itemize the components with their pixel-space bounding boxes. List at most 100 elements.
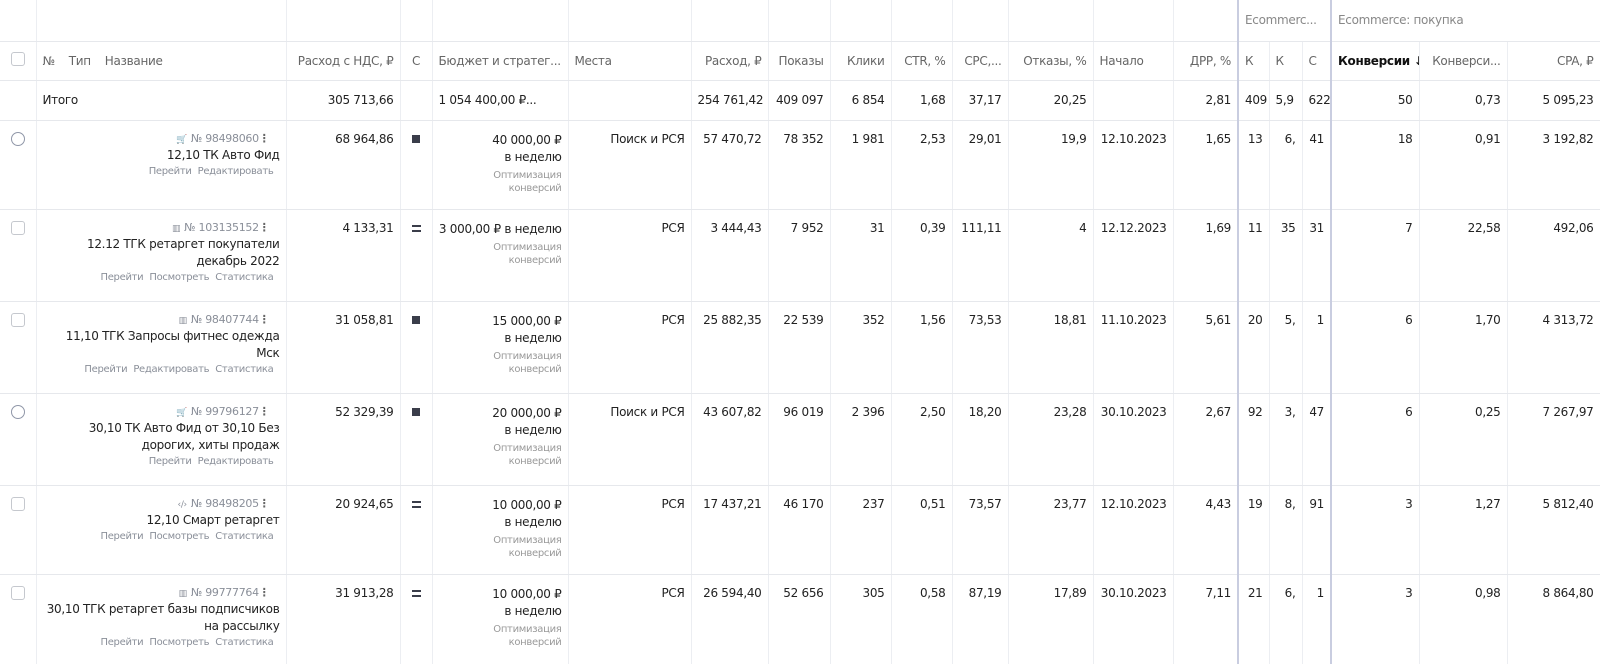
c-cell: 41 bbox=[1302, 120, 1332, 210]
menu[interactable]: ⋮ bbox=[258, 312, 270, 326]
conv_rate-cell: 0,91 bbox=[1419, 120, 1508, 210]
link[interactable]: Редактировать bbox=[197, 165, 274, 177]
column-header[interactable]: Начало bbox=[1099, 53, 1144, 68]
type-icon: ▥ bbox=[171, 223, 181, 234]
column-header[interactable]: С bbox=[411, 53, 421, 68]
ctr: 1,56 bbox=[919, 312, 946, 327]
c-cell: 91 bbox=[1302, 485, 1332, 575]
k1-cell: 11 bbox=[1237, 209, 1270, 302]
group-header: Ecommerc... bbox=[1245, 13, 1317, 28]
clicks-cell: 31 bbox=[830, 209, 892, 302]
link[interactable]: Статистика bbox=[215, 530, 274, 542]
cpc: 18,20 bbox=[968, 404, 1002, 419]
status-cell bbox=[400, 574, 433, 664]
c-cell: 1 bbox=[1302, 301, 1332, 394]
clicks-cell: 237 bbox=[830, 485, 892, 575]
conversions-cell: 18 bbox=[1330, 120, 1420, 210]
k1-cell: 20 bbox=[1237, 301, 1270, 394]
column-header[interactable]: Название bbox=[104, 53, 163, 68]
menu[interactable]: ⋮ bbox=[258, 585, 270, 599]
k2-cell: 5,9 bbox=[1269, 80, 1303, 121]
link[interactable]: Перейти bbox=[100, 530, 144, 542]
column-header[interactable]: К bbox=[1275, 53, 1285, 68]
link[interactable]: Редактировать bbox=[133, 363, 210, 375]
checkbox[interactable] bbox=[10, 496, 25, 511]
bounces-cell: 23,77 bbox=[1008, 485, 1094, 575]
link[interactable]: Перейти bbox=[148, 165, 192, 177]
menu[interactable]: ⋮ bbox=[258, 496, 270, 510]
column-header[interactable]: Расход с НДС, ₽ bbox=[297, 53, 394, 68]
drr-cell: 7,11 bbox=[1173, 574, 1239, 664]
column-header[interactable]: CPA, ₽ bbox=[1556, 53, 1594, 68]
cpc-cell: 73,57 bbox=[952, 485, 1009, 575]
ctr-cell bbox=[891, 0, 953, 42]
link[interactable]: Редактировать bbox=[197, 455, 274, 467]
drr-cell: 5,61 bbox=[1173, 301, 1239, 394]
column-header[interactable]: Клики bbox=[846, 53, 885, 68]
link[interactable]: Посмотреть bbox=[149, 636, 210, 648]
link[interactable]: Перейти bbox=[148, 455, 192, 467]
main-cell: ‹/› № 98498205 ⋮ 12,10 Смарт ретаргет Перейт… bbox=[36, 485, 287, 575]
budget: 15 000,00 ₽ bbox=[492, 313, 562, 328]
menu[interactable]: ⋮ bbox=[258, 131, 270, 145]
link[interactable]: Перейти bbox=[84, 363, 128, 375]
k1: 21 bbox=[1247, 585, 1263, 600]
column-header[interactable]: Конверсии ↓ bbox=[1338, 53, 1420, 68]
header-row: № Тип Название Расход с НДС, ₽ С Бюджет и стр… bbox=[0, 41, 1600, 81]
link[interactable]: Перейти bbox=[100, 636, 144, 648]
k2: 3, bbox=[1284, 404, 1296, 419]
column-header[interactable]: С bbox=[1308, 53, 1317, 68]
help-icon[interactable] bbox=[10, 131, 25, 146]
main-cell: 🛒 № 98498060 ⋮ 12,10 ТК Авто Фид Перейти Реда… bbox=[36, 120, 287, 210]
total-value: 1 054 400,00 ₽... bbox=[438, 93, 537, 107]
checkbox[interactable] bbox=[10, 312, 25, 327]
link[interactable]: Статистика bbox=[215, 363, 274, 375]
campaign-id: № 103135152 bbox=[184, 220, 259, 234]
checkbox[interactable] bbox=[10, 585, 25, 600]
column-header[interactable]: Отказы, % bbox=[1023, 53, 1087, 68]
campaign-row: ▥ № 99777764 ⋮ 30,10 ТГК ретаргет базы подп… bbox=[0, 574, 1600, 664]
k1-cell: 19 bbox=[1237, 485, 1270, 575]
column-header[interactable]: К bbox=[1245, 53, 1254, 68]
spend_vat: 31 913,28 bbox=[335, 585, 394, 600]
column-header[interactable]: ДРР, % bbox=[1189, 53, 1231, 68]
total-value: 409 097 bbox=[775, 93, 824, 107]
budget: 20 000,00 ₽ bbox=[492, 405, 562, 420]
main-cell: ▥ № 99777764 ⋮ 30,10 ТГК ретаргет базы подп… bbox=[36, 574, 287, 664]
link[interactable]: Посмотреть bbox=[149, 530, 210, 542]
k2-cell: 6, bbox=[1269, 574, 1303, 664]
ctr: 0,58 bbox=[919, 585, 946, 600]
column-header[interactable]: CTR, % bbox=[904, 53, 946, 68]
conversions-cell: 3 bbox=[1330, 485, 1420, 575]
column-header[interactable]: Конверси... bbox=[1432, 53, 1501, 68]
column-header[interactable]: Расход, ₽ bbox=[705, 53, 762, 68]
column-header[interactable]: Тип bbox=[68, 53, 91, 68]
impressions-cell: 22 539 bbox=[768, 301, 831, 394]
places: РСЯ bbox=[661, 220, 685, 235]
checkbox[interactable] bbox=[10, 52, 25, 66]
menu[interactable]: ⋮ bbox=[258, 404, 270, 418]
conv_rate-cell: 22,58 bbox=[1419, 209, 1508, 302]
conv_rate: 1,70 bbox=[1474, 312, 1501, 327]
check-cell bbox=[0, 209, 37, 302]
checkbox[interactable] bbox=[10, 220, 25, 235]
check-cell bbox=[0, 80, 37, 121]
c: 47 bbox=[1309, 404, 1325, 419]
link[interactable]: Перейти bbox=[100, 271, 144, 283]
k2: 6, bbox=[1284, 131, 1296, 146]
conversions: 3 bbox=[1405, 496, 1413, 511]
help-icon[interactable] bbox=[10, 404, 25, 419]
drr-cell bbox=[1173, 0, 1239, 42]
bounces-cell: 19,9 bbox=[1008, 120, 1094, 210]
impressions-cell: 7 952 bbox=[768, 209, 831, 302]
column-header[interactable]: Бюджет и стратег... bbox=[438, 53, 562, 68]
link[interactable]: Статистика bbox=[215, 271, 274, 283]
column-header[interactable]: Показы bbox=[778, 53, 824, 68]
link[interactable]: Статистика bbox=[215, 636, 274, 648]
column-header[interactable]: № bbox=[42, 53, 55, 68]
k2-cell: 35 bbox=[1269, 209, 1303, 302]
link[interactable]: Посмотреть bbox=[149, 271, 210, 283]
column-header[interactable]: CPC,... bbox=[964, 53, 1002, 68]
column-header[interactable]: Места bbox=[574, 53, 612, 68]
menu[interactable]: ⋮ bbox=[258, 220, 270, 234]
